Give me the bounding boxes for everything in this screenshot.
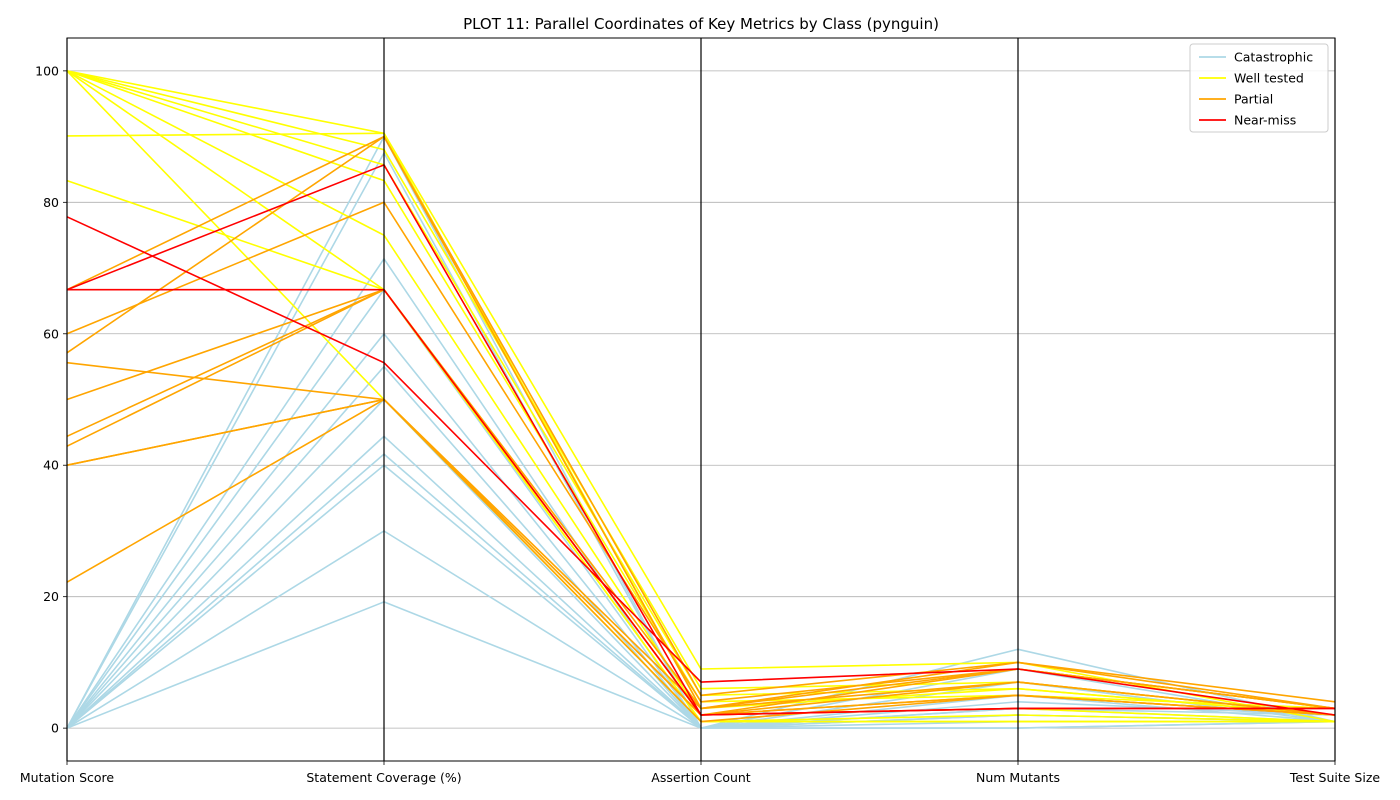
legend: Catastrophic Well tested Partial Near-miss	[1189, 43, 1329, 133]
legend-entry: Partial	[1234, 92, 1273, 107]
dimension-labels: Mutation Score Statement Coverage (%) Asse…	[20, 761, 1380, 785]
legend-entry: Catastrophic	[1234, 50, 1313, 65]
chart-title: PLOT 11: Parallel Coordinates of Key Met…	[463, 15, 939, 33]
y-tick-label: 60	[43, 326, 59, 341]
y-tick-label: 80	[43, 195, 59, 210]
y-tick-label: 40	[43, 458, 59, 473]
dimension-label: Statement Coverage (%)	[306, 770, 461, 785]
legend-entry: Near-miss	[1234, 113, 1296, 128]
y-tick-label: 20	[43, 589, 59, 604]
y-tick-label: 0	[51, 721, 59, 736]
dimension-label: Test Suite Size	[1289, 770, 1380, 785]
legend-entry: Well tested	[1234, 71, 1304, 86]
dimension-label: Num Mutants	[976, 770, 1060, 785]
legend-box	[1189, 43, 1329, 133]
dimension-label: Assertion Count	[651, 770, 751, 785]
y-tick-label: 100	[35, 63, 59, 78]
y-tick-labels: 0 20 40 60 80 100	[35, 63, 67, 736]
dimension-label: Mutation Score	[20, 770, 115, 785]
